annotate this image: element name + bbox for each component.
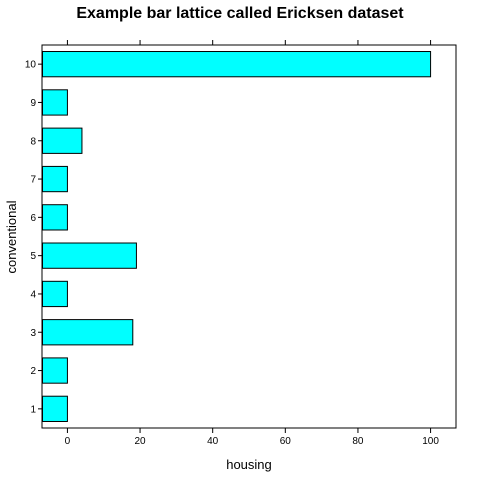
x-tick-label: 60 <box>280 436 292 447</box>
bar-8 <box>42 127 83 154</box>
x-tick-label: 100 <box>422 436 439 447</box>
y-axis: 1 2 3 4 5 6 7 8 9 10 <box>25 60 42 415</box>
y-axis-title: conventional <box>4 200 19 273</box>
y-tick-label: 7 <box>30 175 36 186</box>
y-tick-label: 5 <box>30 251 36 262</box>
plot-frame <box>41 44 457 429</box>
x-tick-label: 80 <box>352 436 364 447</box>
x-axis-title: housing <box>226 457 272 472</box>
y-tick-label: 8 <box>30 136 36 147</box>
bar-6 <box>42 204 68 231</box>
y-tick-label: 10 <box>25 60 37 71</box>
bar-5 <box>42 242 137 269</box>
x-tick-label: 20 <box>134 436 146 447</box>
y-tick-label: 1 <box>30 404 36 415</box>
x-axis-bottom: 0 20 40 60 80 100 <box>65 428 439 447</box>
bar-2 <box>42 357 68 384</box>
bar-7 <box>42 165 68 193</box>
x-tick-label: 40 <box>207 436 219 447</box>
x-tick-label: 0 <box>65 436 71 447</box>
bars-group <box>42 51 432 422</box>
bar-1 <box>42 395 68 422</box>
bar-9 <box>42 89 68 116</box>
y-tick-label: 3 <box>30 328 36 339</box>
y-tick-label: 6 <box>30 213 36 224</box>
bar-3 <box>42 319 134 346</box>
x-axis-top <box>66 40 432 45</box>
y-tick-label: 4 <box>30 289 36 300</box>
chart-title: Example bar lattice called Ericksen data… <box>76 5 404 22</box>
bar-4 <box>42 280 68 308</box>
y-tick-label: 9 <box>30 98 36 109</box>
bar-10 <box>42 51 432 78</box>
y-tick-label: 2 <box>30 366 36 377</box>
